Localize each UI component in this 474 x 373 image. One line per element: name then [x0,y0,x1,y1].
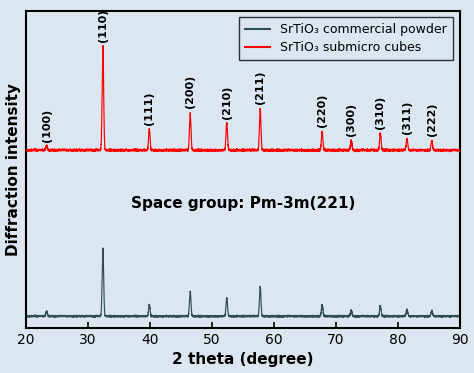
Text: (110): (110) [98,9,108,42]
Text: Space group: Pm-3m(221): Space group: Pm-3m(221) [131,196,355,211]
Text: (200): (200) [185,75,195,108]
Legend: SrTiO₃ commercial powder, SrTiO₃ submicro cubes: SrTiO₃ commercial powder, SrTiO₃ submicr… [239,17,454,60]
Y-axis label: Diffraction intensity: Diffraction intensity [6,83,20,256]
Text: (210): (210) [222,85,232,119]
Text: (300): (300) [346,103,356,136]
Text: (111): (111) [145,91,155,125]
X-axis label: 2 theta (degree): 2 theta (degree) [172,352,314,367]
Text: (222): (222) [427,103,437,136]
Text: (311): (311) [402,101,412,134]
Text: (211): (211) [255,70,265,104]
Text: (100): (100) [42,108,52,141]
Text: (220): (220) [317,94,327,127]
Text: (310): (310) [375,96,385,129]
